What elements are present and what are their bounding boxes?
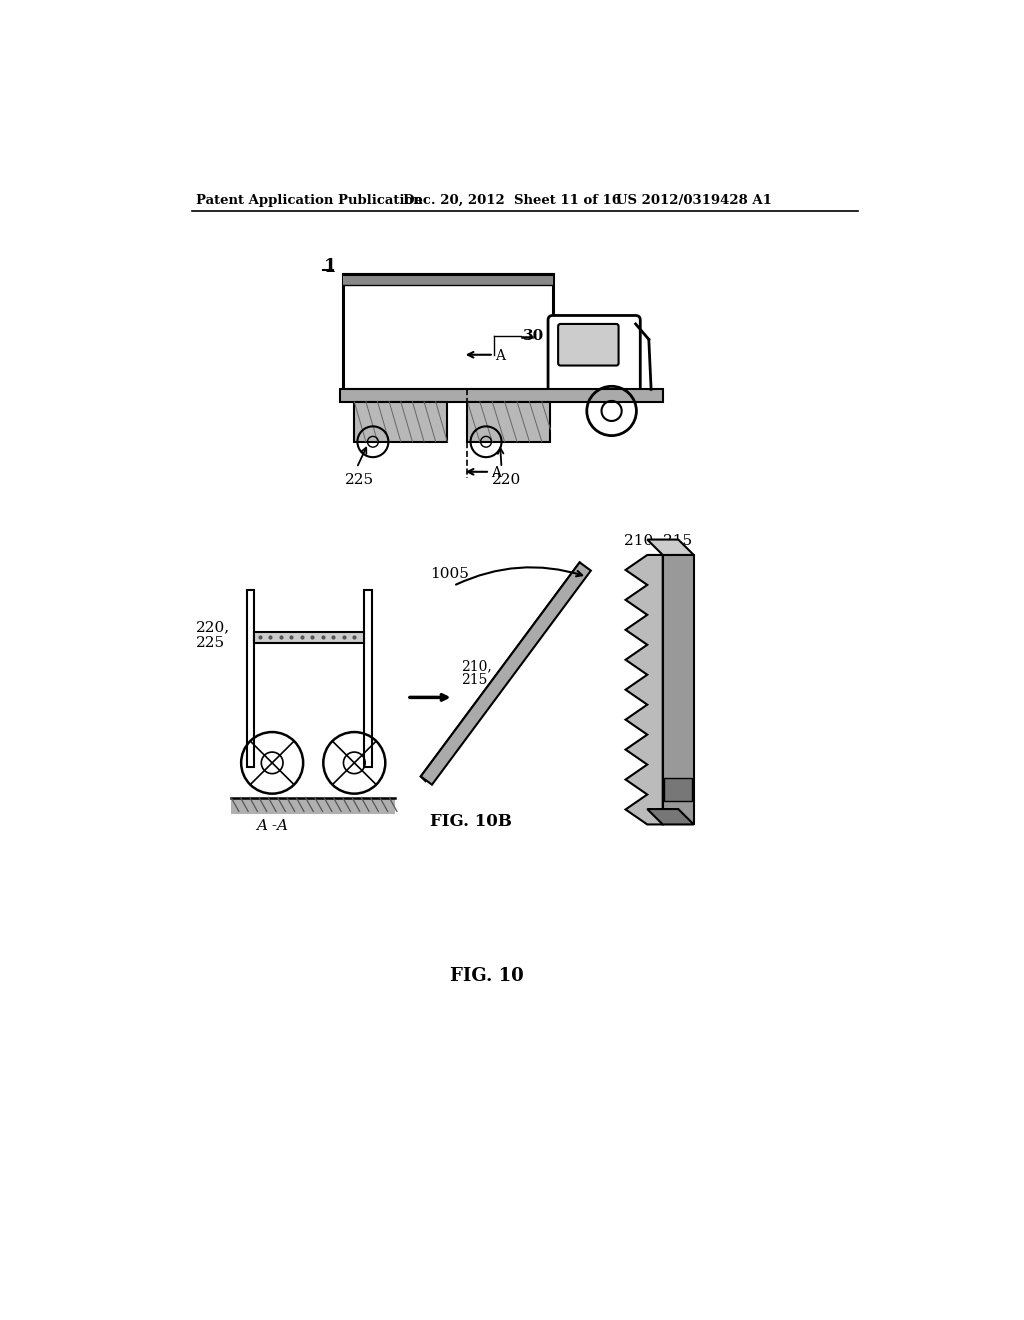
- Text: A: A: [492, 466, 502, 480]
- Bar: [254, 632, 365, 643]
- Text: Patent Application Publication: Patent Application Publication: [197, 194, 423, 207]
- Text: 215: 215: [461, 673, 487, 686]
- Polygon shape: [626, 554, 663, 825]
- Bar: [665, 779, 692, 801]
- Text: 225: 225: [345, 473, 374, 487]
- Text: Dec. 20, 2012  Sheet 11 of 16: Dec. 20, 2012 Sheet 11 of 16: [403, 194, 622, 207]
- Text: A: A: [496, 350, 506, 363]
- Bar: [663, 554, 693, 825]
- FancyBboxPatch shape: [558, 323, 618, 366]
- Text: 30: 30: [522, 330, 544, 343]
- Text: 1005: 1005: [430, 566, 469, 581]
- Text: 225: 225: [197, 636, 225, 649]
- Text: 210,: 210,: [461, 659, 492, 673]
- Polygon shape: [421, 562, 591, 784]
- Text: 220,: 220,: [197, 620, 230, 635]
- Text: FIG. 10B: FIG. 10B: [430, 813, 512, 830]
- Polygon shape: [647, 540, 693, 554]
- Text: A -A: A -A: [256, 818, 288, 833]
- Text: US 2012/0319428 A1: US 2012/0319428 A1: [616, 194, 772, 207]
- Text: 210, 215: 210, 215: [624, 533, 692, 548]
- Text: FIG. 10: FIG. 10: [450, 966, 523, 985]
- Polygon shape: [421, 562, 585, 781]
- Bar: [231, 797, 395, 814]
- Text: 220: 220: [493, 473, 521, 487]
- Bar: [340, 389, 663, 401]
- Bar: [354, 401, 447, 442]
- Bar: [467, 401, 550, 442]
- FancyBboxPatch shape: [548, 315, 640, 395]
- Bar: [365, 590, 372, 767]
- Bar: [343, 275, 553, 389]
- Bar: [247, 590, 254, 767]
- Text: 1: 1: [324, 259, 336, 276]
- Polygon shape: [647, 809, 693, 825]
- Bar: [343, 275, 553, 285]
